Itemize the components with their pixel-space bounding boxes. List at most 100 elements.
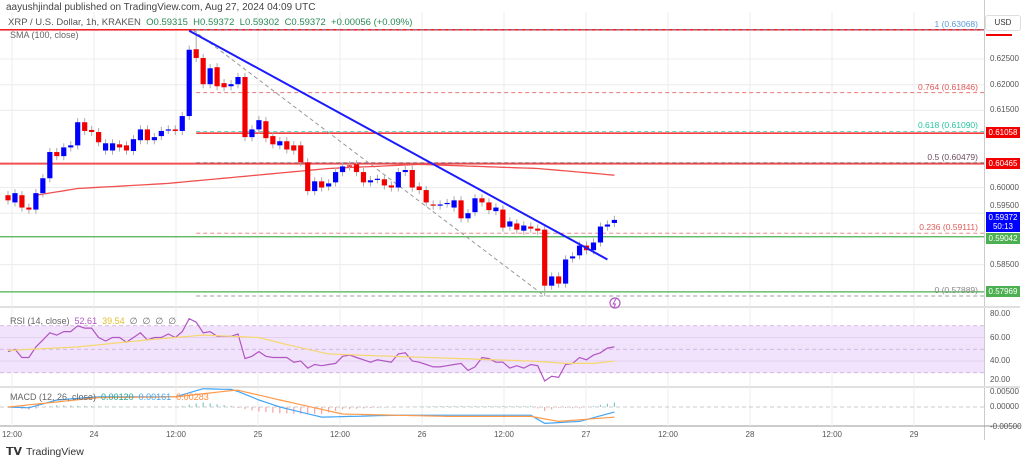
macd-label: MACD (12, 26, close) — [10, 392, 97, 402]
bearish-trendline — [188, 29, 608, 261]
time-axis-label: 12:00 — [821, 430, 843, 439]
candle-countdown: 50:13 — [992, 221, 1014, 231]
candle-up — [549, 276, 555, 286]
macd-value: 0.00161 — [138, 392, 172, 402]
time-axis-label: 25 — [253, 430, 263, 439]
candle-up — [493, 207, 499, 212]
rsi-legend[interactable]: RSI (14, close) 52.61 39.54 ∅ ∅ ∅ ∅ — [10, 316, 176, 327]
lightning-icon — [612, 298, 617, 308]
candle-up — [40, 178, 46, 194]
macd-signal-line — [7, 389, 615, 423]
candle-up — [249, 129, 255, 138]
candle-up — [451, 200, 457, 208]
currency-button[interactable]: USD — [985, 15, 1021, 31]
candle-down — [54, 152, 60, 157]
sma-100-line — [35, 163, 615, 196]
time-axis-label: 27 — [581, 430, 591, 439]
candle-down — [26, 207, 32, 210]
candle-up — [61, 147, 67, 157]
candle-up — [367, 180, 374, 183]
price-axis-label: 0.58500 — [990, 259, 1019, 269]
candle-down — [528, 226, 534, 229]
time-axis-label: 12:00 — [493, 430, 515, 439]
candle-down — [430, 204, 436, 206]
candle-up — [611, 219, 617, 223]
price-axis-label: 0.62000 — [990, 79, 1019, 89]
candle-down — [542, 229, 548, 286]
price-badge: 0.57969 — [986, 285, 1020, 297]
symbol-name: XRP / U.S. Dollar, 1h, KRAKEN — [8, 17, 141, 28]
candle-up — [179, 116, 185, 131]
symbol-legend: XRP / U.S. Dollar, 1h, KRAKEN O0.59315 H… — [8, 17, 412, 28]
candle-up — [47, 152, 53, 179]
fib-level-label: 1 (0.63068) — [934, 18, 978, 29]
price-badge: 0.61058 — [986, 127, 1020, 139]
candle-down — [242, 76, 248, 138]
time-axis-label: 12:00 — [329, 430, 351, 439]
candle-down — [116, 144, 123, 148]
fib-level-label: 0.764 (0.61846) — [917, 81, 978, 92]
candle-up — [437, 204, 443, 206]
sma-legend[interactable]: SMA (100, close) — [10, 30, 79, 40]
candle-down — [409, 170, 415, 188]
fib-level-label: 0.618 (0.61090) — [917, 120, 978, 131]
candle-down — [221, 83, 227, 88]
candle-down — [319, 181, 325, 188]
candle-down — [360, 172, 367, 183]
close-value: C0.59372 — [284, 17, 326, 28]
candle-down — [5, 195, 11, 201]
candle-up — [332, 172, 339, 183]
macd-line — [7, 388, 615, 425]
open-value: O0.59315 — [146, 17, 188, 28]
candle-up — [507, 221, 513, 227]
low-value: L0.59302 — [239, 17, 280, 28]
rsi-axis-label: 80.00 — [990, 309, 1011, 318]
candle-down — [193, 49, 199, 58]
rsi-empty-1: ∅ — [129, 316, 138, 326]
price-axis-label: 0.60000 — [990, 182, 1019, 192]
time-axis-label: 26 — [417, 430, 427, 439]
candle-up — [256, 120, 262, 130]
candle-down — [19, 195, 25, 208]
macd-signal-value: 0.00283 — [176, 392, 209, 402]
fib-level-label: 0.5 (0.60479) — [927, 151, 978, 162]
candle-up — [158, 130, 164, 137]
candle-down — [388, 185, 394, 188]
candle-down — [172, 129, 178, 131]
candle-down — [89, 129, 95, 132]
price-axis-label: 0.61500 — [990, 105, 1019, 115]
candle-up — [33, 193, 39, 210]
candle-up — [312, 181, 318, 192]
macd-axis-label: 0.00000 — [990, 402, 1019, 411]
candle-up — [374, 178, 381, 180]
candle-down — [96, 131, 102, 143]
candle-up — [130, 139, 137, 152]
rsi-empty-2: ∅ — [142, 316, 151, 326]
candle-down — [144, 129, 150, 141]
sma-label: SMA (100, close) — [10, 30, 79, 40]
candle-up — [207, 68, 213, 85]
candle-up — [563, 259, 569, 284]
tradingview-footer[interactable]: 𝗧𝗩 TradingView — [6, 445, 84, 459]
price-axis-label: 0.62500 — [990, 54, 1019, 63]
candle-up — [12, 193, 18, 203]
price-badge-value: 0.61058 — [988, 128, 1018, 138]
macd-hist-value: 0.00120 — [101, 392, 134, 402]
price-badge: 0.59372 50:13 — [986, 211, 1020, 232]
candle-up — [228, 84, 234, 87]
candle-down — [556, 276, 562, 284]
candle-down — [514, 223, 520, 230]
candle-up — [137, 129, 144, 141]
candle-up — [444, 202, 450, 205]
rsi-axis-label: 60.00 — [990, 332, 1011, 342]
candle-down — [353, 164, 360, 173]
macd-legend[interactable]: MACD (12, 26, close) 0.00120 0.00161 0.0… — [10, 392, 209, 402]
time-axis-label: 29 — [909, 430, 919, 439]
candle-down — [263, 121, 269, 139]
published-info: aayushjindal published on TradingView.co… — [6, 2, 316, 13]
candle-down — [298, 145, 304, 163]
fib-retracement-diagonal — [192, 29, 545, 297]
macd-axis-label: 0.00500 — [990, 386, 1019, 396]
rsi-label: RSI (14, close) — [10, 316, 70, 326]
